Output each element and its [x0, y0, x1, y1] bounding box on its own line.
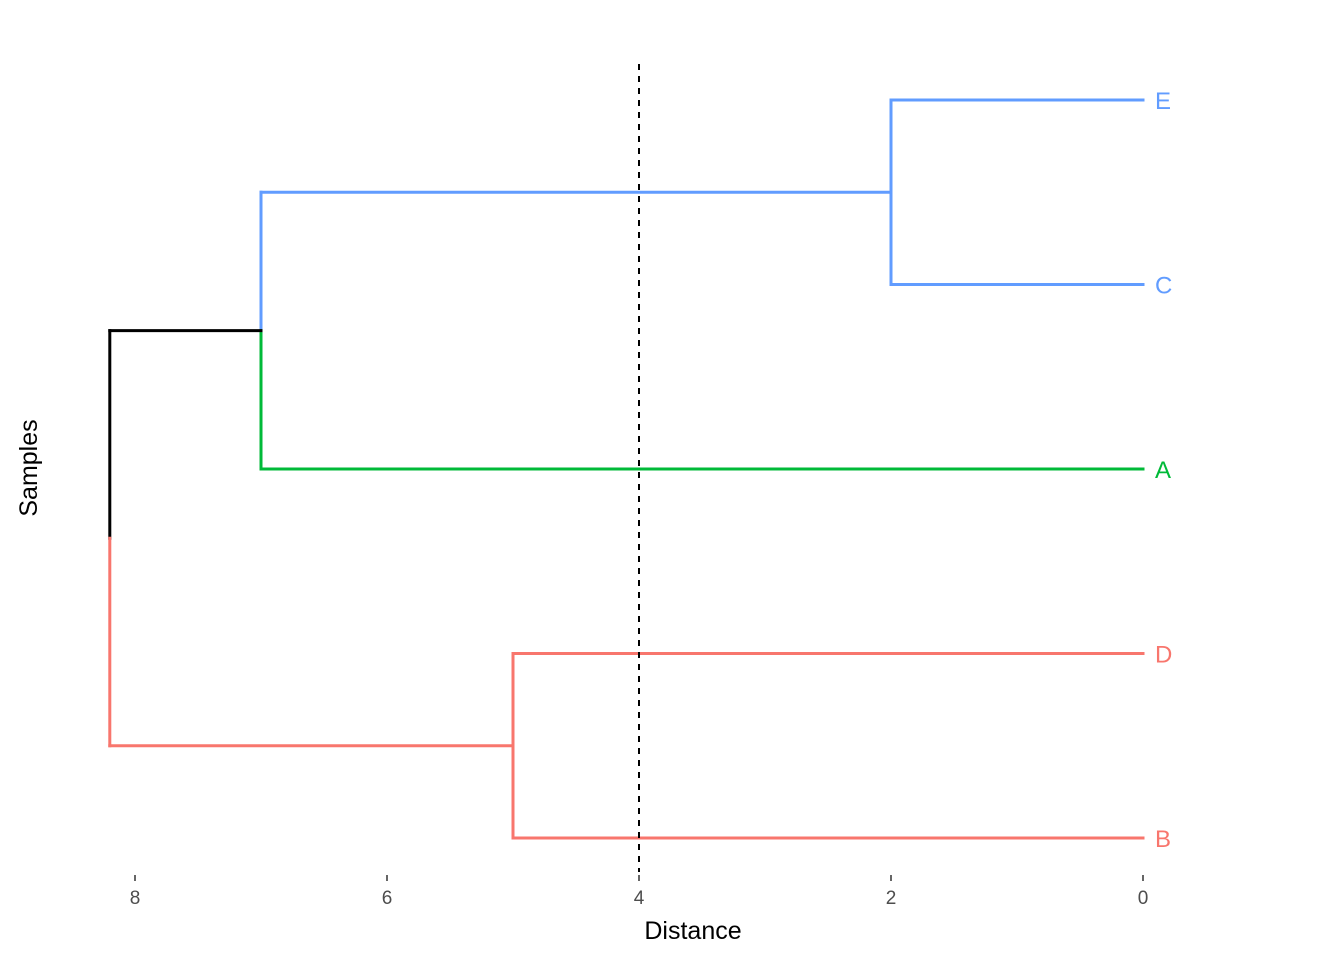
x-tick-label: 4 — [634, 888, 645, 909]
leaf-labels: E C A D B — [1155, 88, 1172, 853]
x-tick-label: 0 — [1138, 888, 1149, 909]
x-tick-label: 8 — [130, 888, 141, 909]
x-axis-title: Distance — [644, 917, 741, 945]
leaf-label-d: D — [1155, 642, 1172, 669]
leaf-label-b: B — [1155, 826, 1171, 853]
leaf-label-a: A — [1155, 457, 1171, 484]
y-axis-title: Samples — [15, 419, 43, 516]
leaf-label-e: E — [1155, 88, 1171, 115]
x-tick-label: 2 — [886, 888, 897, 909]
x-axis-ticks: 8 6 4 2 0 — [130, 875, 1149, 909]
leaf-label-c: C — [1155, 273, 1172, 300]
x-tick-label: 6 — [382, 888, 393, 909]
dendrogram-branches — [108, 98, 1145, 840]
